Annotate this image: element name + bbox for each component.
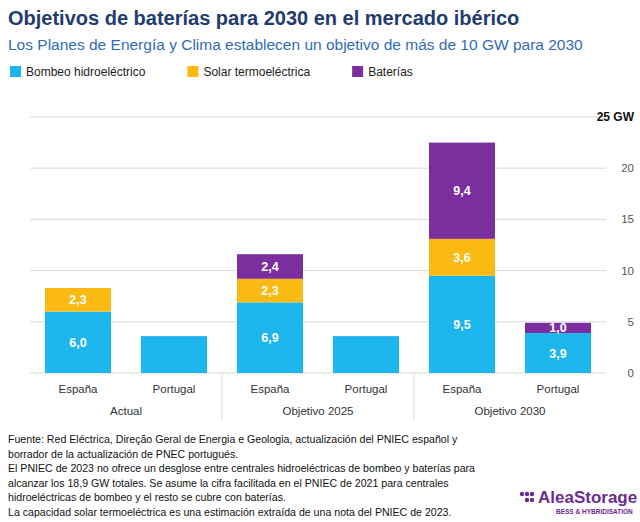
tick-label: 15 — [621, 213, 634, 225]
logo-icon — [530, 492, 534, 496]
category-label: Portugal — [345, 383, 388, 395]
bar-segment — [237, 302, 303, 373]
group-separator — [414, 373, 415, 420]
category-label: España — [58, 383, 98, 395]
bars — [45, 143, 591, 373]
subtitle: Los Planes de Energía y Clima establecen… — [8, 36, 583, 53]
data-label: 9,5 — [453, 318, 470, 332]
legend-swatch — [352, 66, 363, 77]
bar-segment — [45, 312, 111, 373]
legend: Bombeo hidroeléctrico Solar termoeléctric… — [10, 65, 413, 79]
logo: AleaStorageBESS & HYBRIDISATION — [520, 488, 637, 515]
grid-line — [30, 219, 606, 220]
data-label: 2,4 — [261, 260, 278, 274]
grid-line — [30, 321, 606, 322]
logo-icon — [525, 498, 529, 502]
data-label: 3,9 — [549, 347, 566, 361]
grid-line — [30, 168, 606, 169]
grid-line — [30, 270, 606, 271]
note-line: El PNIEC de 2023 no ofrece un desglose e… — [8, 462, 475, 474]
bar-segment — [45, 288, 111, 312]
category-label: Portugal — [153, 383, 196, 395]
tick-label: 5 — [628, 316, 634, 328]
tick-label: 25 GW — [597, 110, 635, 124]
data-label: 6,0 — [69, 336, 86, 350]
bar-segment — [429, 143, 495, 239]
note-line: Fuente: Red Eléctrica, Direção Geral de … — [8, 433, 458, 445]
data-label: 1,0 — [549, 321, 566, 335]
data-label: 2,3 — [69, 293, 86, 307]
note-line: hidroeléctricas de bombeo y el resto se … — [8, 491, 286, 503]
category-label: España — [250, 383, 290, 395]
group-label: Actual — [110, 405, 142, 417]
logo-icon — [520, 492, 524, 496]
legend-swatch — [10, 66, 21, 77]
legend-label: Bombeo hidroeléctrico — [26, 65, 146, 79]
data-label: 6,9 — [261, 331, 278, 345]
legend-swatch — [187, 66, 198, 77]
group-label: Objetivo 2025 — [283, 405, 354, 417]
tick-label: 20 — [621, 162, 634, 174]
group-separator — [222, 373, 223, 420]
category-label: Portugal — [537, 383, 580, 395]
logo-icon — [525, 492, 529, 496]
logo-icon — [530, 498, 534, 502]
bar-segment — [237, 279, 303, 303]
tick-label: 10 — [621, 265, 634, 277]
bar-segment — [429, 239, 495, 276]
legend-label: Solar termoeléctrica — [203, 65, 310, 79]
data-labels: 6,0 2,3 6,9 2,3 2,4 9,5 3,6 9,4 3,9 1,0 — [69, 184, 566, 360]
legend-label: Baterías — [368, 65, 413, 79]
grid-line — [30, 117, 606, 118]
chart-container: Objetivos de baterías para 2030 en el me… — [0, 0, 640, 522]
bar-segment — [141, 336, 207, 373]
bar-segment — [429, 276, 495, 373]
grid: 0 5 10 15 20 25 GW — [30, 110, 635, 379]
group-label: Objetivo 2030 — [475, 405, 546, 417]
data-label: 2,3 — [261, 284, 278, 298]
logo-name: AleaStorage — [538, 488, 637, 507]
bar-segment — [333, 336, 399, 373]
note-line: borrador de la actualización de PNEC por… — [8, 448, 238, 460]
grid-line — [30, 373, 606, 374]
note-line: alcanzar los 18,9 GW totales. Se asume l… — [8, 477, 448, 489]
tick-label: 0 — [628, 367, 634, 379]
chart-svg: Objetivos de baterías para 2030 en el me… — [0, 0, 640, 522]
logo-tagline: BESS & HYBRIDISATION — [556, 508, 633, 515]
title: Objetivos de baterías para 2030 en el me… — [8, 7, 519, 29]
notes: Fuente: Red Eléctrica, Direção Geral de … — [8, 433, 475, 518]
bar-segment — [525, 333, 591, 373]
category-label: España — [442, 383, 482, 395]
note-line: La capacidad solar termoeléctrica es una… — [8, 506, 451, 518]
bar-segment — [237, 254, 303, 279]
data-label: 9,4 — [453, 184, 470, 198]
data-label: 3,6 — [453, 251, 470, 265]
